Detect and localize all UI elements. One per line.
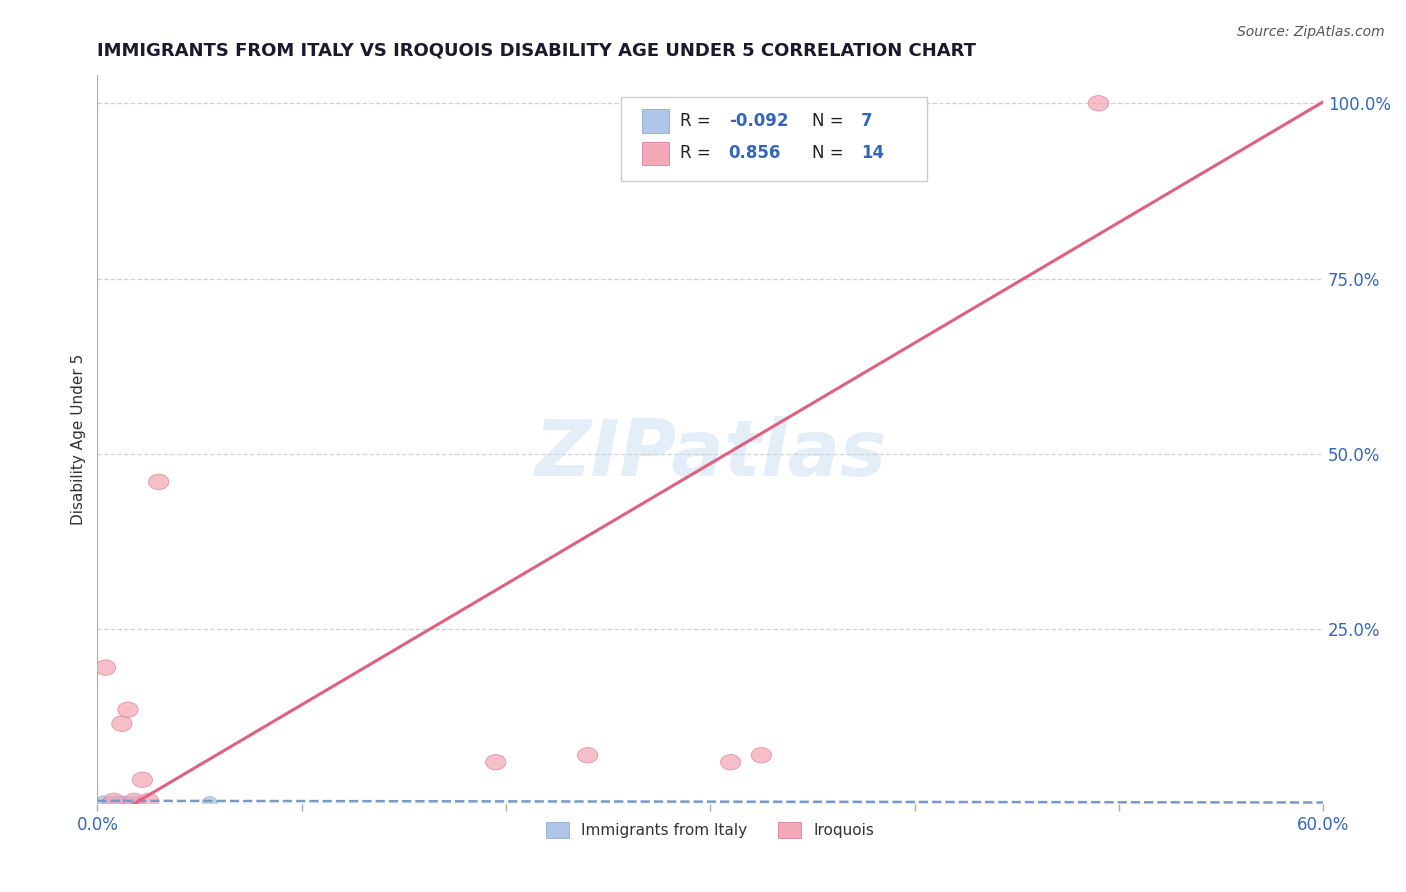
Text: 14: 14: [860, 145, 884, 162]
Ellipse shape: [1088, 95, 1108, 111]
Ellipse shape: [578, 747, 598, 763]
Ellipse shape: [115, 796, 129, 807]
Text: 0.856: 0.856: [728, 145, 780, 162]
Ellipse shape: [111, 797, 125, 808]
Text: N =: N =: [813, 112, 849, 130]
Text: 7: 7: [860, 112, 873, 130]
Ellipse shape: [104, 793, 124, 808]
Ellipse shape: [138, 793, 159, 808]
Ellipse shape: [97, 796, 111, 807]
Text: Source: ZipAtlas.com: Source: ZipAtlas.com: [1237, 25, 1385, 39]
Text: R =: R =: [679, 112, 716, 130]
Ellipse shape: [107, 796, 121, 807]
Text: -0.092: -0.092: [728, 112, 789, 130]
Ellipse shape: [96, 660, 115, 675]
Bar: [641, 110, 669, 133]
Ellipse shape: [103, 797, 117, 808]
Ellipse shape: [118, 702, 138, 717]
Text: N =: N =: [813, 145, 849, 162]
Ellipse shape: [751, 747, 772, 763]
Ellipse shape: [121, 797, 135, 808]
Ellipse shape: [202, 797, 217, 808]
Ellipse shape: [720, 755, 741, 770]
FancyBboxPatch shape: [621, 97, 927, 181]
Text: R =: R =: [679, 145, 716, 162]
Y-axis label: Disability Age Under 5: Disability Age Under 5: [72, 354, 86, 525]
Ellipse shape: [132, 772, 152, 788]
Ellipse shape: [149, 475, 169, 490]
Ellipse shape: [124, 793, 145, 808]
Ellipse shape: [131, 797, 145, 808]
Ellipse shape: [485, 755, 506, 770]
Legend: Immigrants from Italy, Iroquois: Immigrants from Italy, Iroquois: [540, 816, 880, 844]
Text: IMMIGRANTS FROM ITALY VS IROQUOIS DISABILITY AGE UNDER 5 CORRELATION CHART: IMMIGRANTS FROM ITALY VS IROQUOIS DISABI…: [97, 42, 976, 60]
Ellipse shape: [111, 716, 132, 731]
Bar: [641, 142, 669, 165]
Text: ZIPatlas: ZIPatlas: [534, 417, 886, 492]
Ellipse shape: [127, 796, 141, 807]
